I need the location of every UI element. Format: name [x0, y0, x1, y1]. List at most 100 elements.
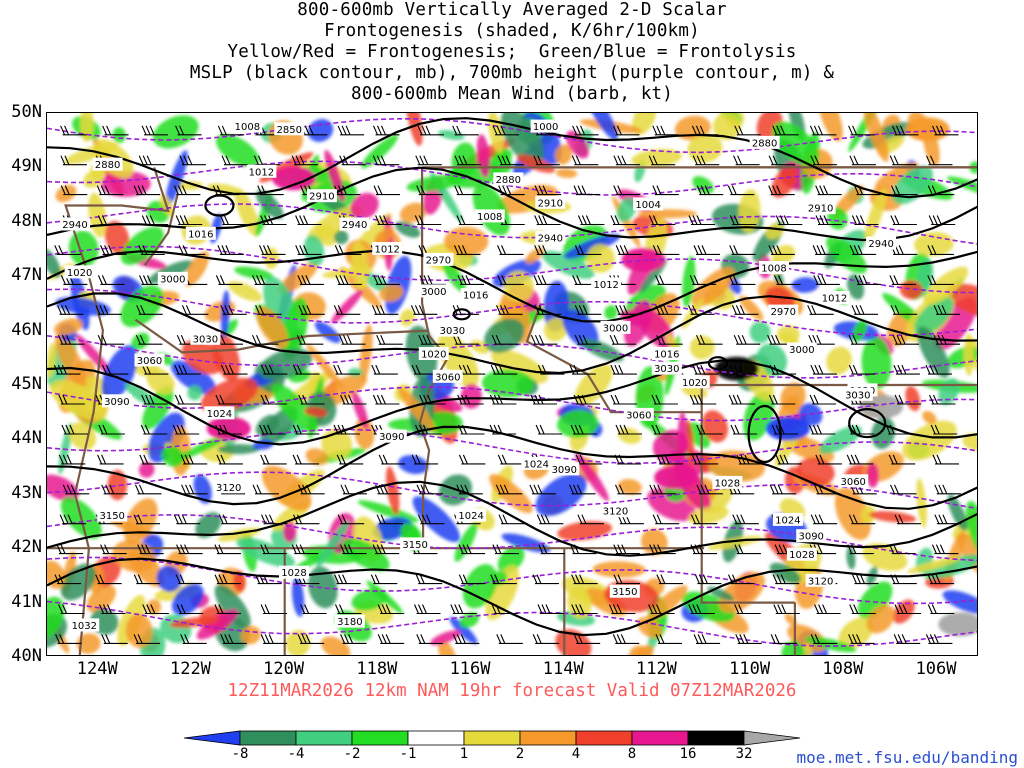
colorbar-tick-label: -8 [231, 746, 249, 762]
wind-barb [648, 215, 676, 226]
wind-barb [492, 125, 519, 136]
frontogenesis-patch [917, 326, 950, 378]
wind-barb [773, 275, 801, 285]
wind-barb [848, 634, 875, 644]
height-contour [47, 514, 977, 562]
mslp-contour [47, 557, 977, 637]
contour-label-text: 2880 [752, 138, 777, 149]
wind-barb [689, 394, 717, 405]
credit-url[interactable]: moe.met.fsu.edu/banding [796, 748, 1018, 767]
frontogenesis-patch [871, 417, 896, 450]
wind-barb [260, 514, 288, 525]
contour-label-text: 1008 [477, 212, 502, 223]
wind-barb [615, 424, 642, 435]
wind-barb [854, 275, 882, 285]
frontogenesis-patch [101, 345, 138, 401]
wind-barb [101, 484, 128, 495]
frontogenesis-patch [146, 599, 162, 615]
mslp-closed-contour [707, 356, 729, 371]
wind-barb [729, 215, 757, 226]
frontogenesis-patch [617, 427, 642, 444]
title-line-4: MSLP (black contour, mb), 700mb height (… [189, 63, 835, 83]
frontogenesis-patch [187, 385, 203, 401]
wind-barb [815, 185, 842, 196]
wind-barb [178, 245, 206, 255]
wind-barb [533, 275, 560, 285]
frontogenesis-patch [54, 318, 83, 336]
frontogenesis-patch [281, 297, 309, 361]
title-line-5: 800-600mb Mean Wind (barb, kt) [350, 84, 674, 104]
wind-barb [334, 245, 362, 255]
height-label: 3030 [651, 361, 682, 375]
wind-barb [925, 364, 952, 375]
wind-barb [142, 604, 169, 615]
wind-barb [932, 454, 959, 465]
frontogenesis-patch [585, 588, 627, 617]
wind-barb [691, 125, 719, 136]
frontogenesis-patch [819, 425, 862, 454]
wind-barb [61, 424, 88, 435]
wind-barb [414, 215, 442, 226]
height-label: 3090 [376, 429, 407, 443]
wind-barb [97, 275, 125, 285]
wind-barb [139, 454, 166, 465]
wind-barb [340, 634, 367, 644]
height-contour [47, 245, 977, 294]
wind-barb [417, 125, 444, 136]
frontogenesis-patch [277, 262, 319, 295]
wind-barb [333, 424, 360, 435]
height-label: 2940 [535, 231, 566, 245]
wind-barb [931, 544, 959, 555]
wind-barb [652, 245, 680, 255]
colorbar [184, 730, 801, 746]
wind-barb [57, 334, 85, 345]
wind-barb [97, 334, 125, 345]
contour-label-text: 3060 [840, 477, 865, 488]
frontogenesis-patch [868, 511, 917, 523]
contour-label-text: 1016 [463, 291, 488, 302]
wind-barb [695, 334, 723, 345]
wind-barb [768, 394, 796, 405]
frontogenesis-patch [444, 226, 489, 256]
frontogenesis-map[interactable]: 1008 1000 1012 1016 1008 1004 1012 1020 1016 1012… [47, 113, 978, 656]
wind-barb [810, 155, 837, 166]
wind-barb [295, 245, 322, 255]
wind-barb [810, 514, 838, 525]
frontogenesis-patch [586, 244, 615, 273]
frontogenesis-patch [195, 512, 222, 538]
wind-barb [100, 544, 127, 555]
wind-barb [258, 245, 286, 255]
frontogenesis-patch [334, 230, 349, 245]
frontogenesis-patch [942, 590, 977, 615]
height-label: 2910 [306, 189, 337, 203]
colorbar-swatch [351, 730, 409, 746]
wind-barb [221, 155, 248, 166]
frontogenesis-patch [47, 474, 79, 502]
wind-barb [340, 394, 367, 405]
height-label: 3000 [157, 271, 188, 285]
wind-barb [372, 394, 400, 405]
wind-barb [734, 544, 761, 555]
wind-barb [849, 245, 877, 255]
frontogenesis-patch [852, 319, 868, 343]
wind-barb [492, 544, 519, 555]
frontogenesis-patch [366, 580, 403, 614]
frontogenesis-patch [866, 604, 895, 634]
frontogenesis-patch [617, 479, 642, 495]
wind-barb [175, 125, 202, 136]
frontogenesis-patch [47, 596, 65, 640]
wind-barb [339, 544, 367, 555]
wind-barb [136, 305, 163, 315]
wind-barb [134, 484, 162, 495]
frontogenesis-patch [271, 383, 318, 433]
frontogenesis-patch [55, 184, 77, 203]
frontogenesis-patch [451, 142, 477, 178]
map-plot-area[interactable]: 1008 1000 1012 1016 1008 1004 1012 1020 1016 1012… [46, 112, 978, 656]
wind-barb [894, 604, 921, 615]
frontogenesis-patch [914, 296, 954, 336]
frontogenesis-patch [914, 231, 954, 257]
contour-label-text: 2940 [62, 220, 87, 231]
mslp-label: 1004 [633, 197, 664, 211]
wind-barb [610, 394, 638, 405]
frontogenesis-patch [543, 280, 569, 333]
